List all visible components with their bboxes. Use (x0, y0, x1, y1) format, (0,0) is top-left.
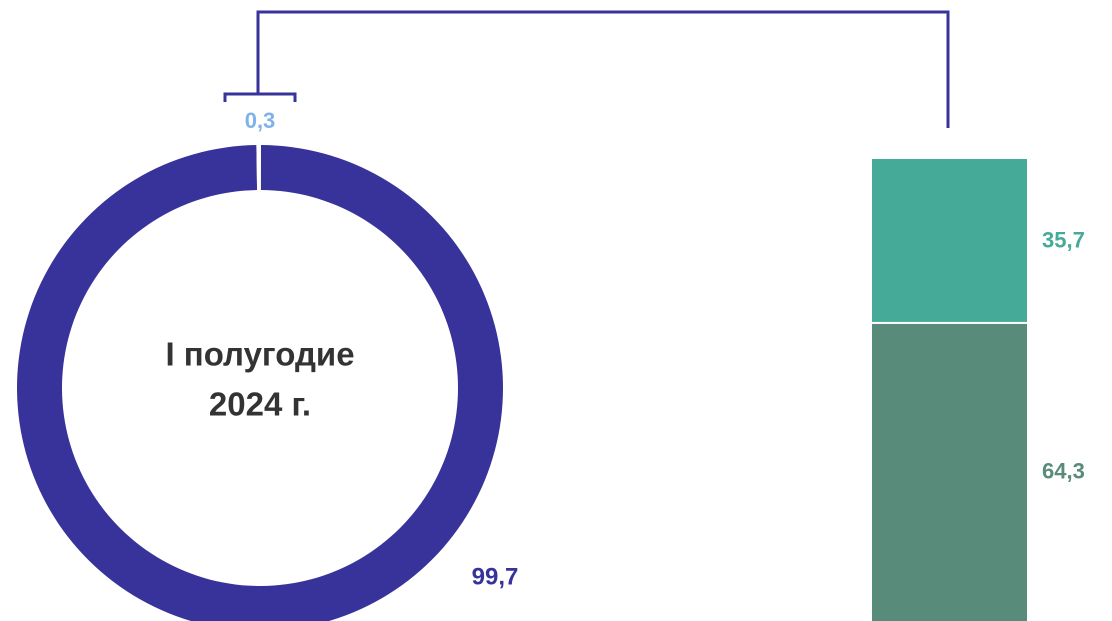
bar-segment (872, 159, 1027, 322)
value-label: 99,7 (472, 563, 519, 590)
connector (256, 10, 950, 128)
bracket (223, 92, 297, 102)
value-label: 35,7 (1042, 227, 1085, 252)
center-label: 2024 г. (209, 386, 311, 423)
value-label: 64,3 (1042, 458, 1085, 483)
bar-segment (872, 323, 1027, 621)
center-label: I полугодие (165, 336, 354, 373)
donut-slice (256, 145, 261, 191)
donut-slice (17, 145, 503, 621)
value-label: 0,3 (245, 108, 276, 133)
